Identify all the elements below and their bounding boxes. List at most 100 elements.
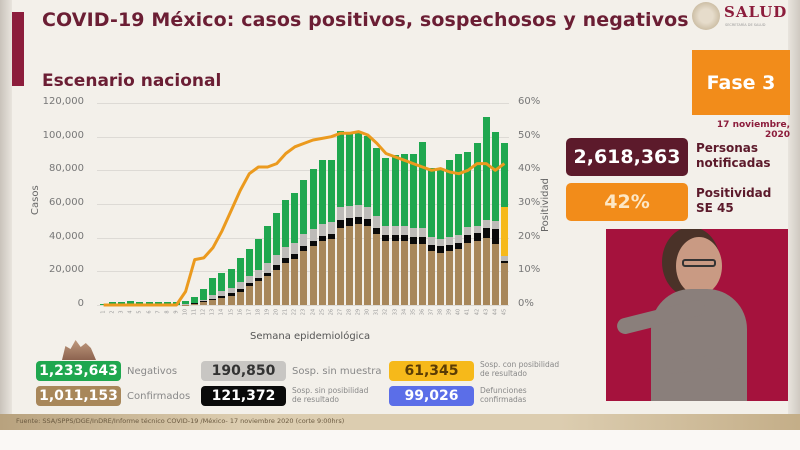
week-bar [364,136,372,305]
week-bar [327,159,335,305]
bar-segment [355,217,363,225]
bar-segment [437,246,445,253]
footer-band [0,414,800,430]
week-bar [273,213,281,305]
bar-segment [209,300,217,305]
bar-segment [236,291,244,305]
week-bar [500,143,508,305]
confirmados-label: Confirmados [127,391,191,402]
week-bar [200,288,208,305]
y-tick-left: 100,000 [42,129,84,141]
bar-segment [336,227,344,305]
bar-segment [300,180,308,235]
bar-segment [154,301,162,305]
bar-segment [291,243,299,255]
bar-segment [455,154,463,236]
bar-segment [145,301,153,305]
bar-segment [254,278,262,282]
y-tick-right: 40% [518,163,541,175]
bar-segment [273,255,281,266]
gridline [97,170,509,172]
bar-segment [473,225,481,234]
defunciones-label-line2: confirmadas [480,395,527,404]
bar-segment [455,235,463,243]
week-bar [464,151,472,305]
y-tick-right: 10% [518,264,541,276]
bar-segment [191,297,199,303]
week-bar [491,131,499,305]
bar-segment [409,244,417,305]
y-tick-left: 0 [77,298,84,309]
bar-segment [282,262,290,305]
bar-segment [282,247,290,259]
bar-segment [500,207,508,256]
bar-segment [446,244,454,252]
fase-badge: Fase 3 [692,50,790,115]
y-tick-left: 80,000 [49,163,84,175]
bar-segment [364,219,372,226]
bar-segment [191,303,199,305]
bar-segment [391,235,399,242]
sign-language-interpreter-video [606,229,788,401]
bar-segment [400,241,408,305]
bar-segment [264,276,271,305]
week-bar [391,155,399,305]
sin-muestra-label: Sosp. sin muestra [292,366,382,377]
bar-segment [437,252,445,305]
bar-segment [391,241,399,305]
left-frame-edge [0,0,12,450]
bar-segment [336,131,344,208]
bar-segment [327,159,335,223]
week-bar [118,301,126,305]
week-bar [482,117,490,305]
bar-segment [282,258,290,263]
week-bar [282,200,290,305]
week-bar [318,160,326,305]
bar-segment [491,244,499,305]
y-tick-left: 40,000 [49,230,84,242]
week-bar [227,269,235,305]
bar-segment [373,148,381,216]
bar-segment [245,248,253,276]
negativos-label: Negativos [127,366,178,377]
y-tick-right: 20% [518,230,541,242]
bar-segment [382,241,390,305]
bar-segment [136,301,144,305]
bar-segment [309,246,317,305]
y-tick-right: 60% [518,96,541,107]
bar-segment [418,228,426,238]
bar-segment [336,207,344,220]
bar-segment [473,143,481,226]
bottom-margin [0,430,800,450]
week-bar [136,301,144,305]
bar-segment [482,227,490,238]
bar-segment [446,251,454,305]
positividad-label-line2: SE 45 [696,201,734,215]
bar-segment [455,249,463,305]
page-title: COVID-19 México: casos positivos, sospec… [42,9,689,31]
bar-segment [464,242,472,305]
bar-segment [200,299,208,302]
bar-segment [327,239,335,305]
sin-muestra-value: 190,850 [201,361,286,381]
y-tick-right: 30% [518,197,541,208]
bar-segment [428,244,435,252]
bar-segment [118,301,126,305]
bar-segment [409,237,417,245]
source-footnote: Fuente: SSA/SPPS/DGE/InDRE/Informe técni… [16,417,345,425]
bar-segment [218,296,226,299]
bar-segment [300,251,308,305]
bar-segment [464,234,472,243]
notificadas-label-line1: Personas [696,141,759,155]
bar-segment [318,236,326,242]
sin-posibilidad-label-line1: Sosp. sin posibilidad [292,386,369,395]
bar-segment [455,242,463,250]
bar-segment [500,143,508,208]
report-date: 17 noviembre, 2020 [716,120,790,140]
bar-segment [500,260,508,263]
week-bar [100,303,107,305]
week-bar [455,154,463,305]
bar-segment [464,151,472,228]
bar-segment [491,229,499,245]
gridline [97,103,509,104]
